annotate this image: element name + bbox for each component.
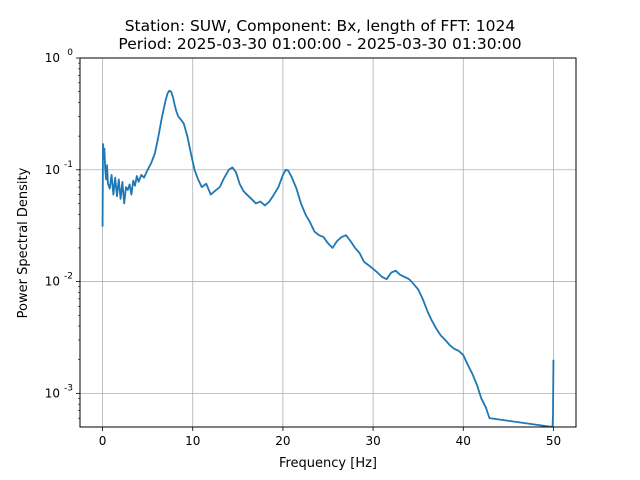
x-tick-label: 0: [99, 434, 107, 448]
plot-area: [101, 89, 555, 427]
y-axis-label: Power Spectral Density: [16, 167, 31, 318]
y-tick-label: 10: [45, 51, 60, 65]
y-tick-exponent: -2: [64, 272, 73, 282]
x-tick-label: 30: [365, 434, 380, 448]
y-tick-exponent: -3: [64, 383, 73, 393]
chart-title-line-1: Station: SUW, Component: Bx, length of F…: [124, 17, 516, 35]
axes-frame: [79, 57, 577, 428]
tick-layer: 0 10 20 30 40 50 10 -3 10 -2 10 -1 10 0: [45, 48, 561, 448]
chart-title-line-2: Period: 2025-03-30 01:00:00 - 2025-03-30…: [118, 35, 522, 53]
x-tick-label: 50: [546, 434, 561, 448]
y-tick-exponent: 0: [67, 48, 73, 58]
x-tick-label: 40: [456, 434, 471, 448]
y-tick-label: 10: [45, 386, 60, 400]
x-tick-label: 10: [185, 434, 200, 448]
y-tick-label: 10: [45, 163, 60, 177]
x-axis-label: Frequency [Hz]: [279, 456, 377, 471]
series-line: [101, 89, 555, 427]
y-tick-label: 10: [45, 275, 60, 289]
y-tick-exponent: -1: [64, 160, 73, 170]
x-tick-label: 20: [275, 434, 290, 448]
